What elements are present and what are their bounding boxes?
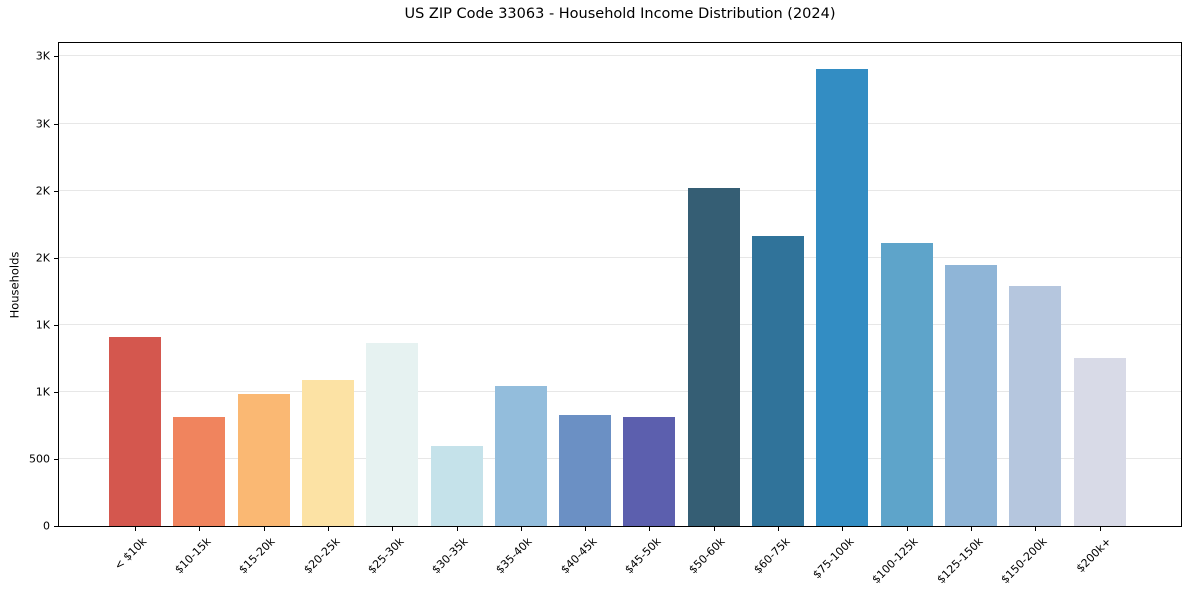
bar xyxy=(1009,285,1062,526)
bar xyxy=(944,265,997,526)
gridline xyxy=(59,457,1181,459)
x-tick-label: $30-35k xyxy=(429,535,471,577)
bar xyxy=(816,68,869,526)
bar xyxy=(1073,357,1126,526)
x-tick-label: < $10k xyxy=(111,535,150,573)
y-tick-mark xyxy=(54,458,58,460)
x-tick-label: $100-125k xyxy=(869,535,921,587)
x-tick-label: $50-60k xyxy=(686,535,728,577)
x-tick-mark xyxy=(970,527,972,531)
y-tick-label: 3K xyxy=(35,117,50,130)
y-axis-label: Households xyxy=(7,251,22,318)
y-tick-mark xyxy=(54,324,58,326)
x-tick-mark xyxy=(263,527,265,531)
x-tick-mark xyxy=(906,527,908,531)
bar xyxy=(880,242,933,526)
x-tick-label: $75-100k xyxy=(810,535,857,582)
bar xyxy=(559,414,612,526)
bar xyxy=(366,342,419,526)
y-tick-mark xyxy=(54,391,58,393)
gridline xyxy=(59,323,1181,325)
x-tick-mark xyxy=(1035,527,1037,531)
bar xyxy=(173,416,226,526)
bar xyxy=(494,385,547,526)
bar xyxy=(752,236,804,526)
x-tick-label: $200k+ xyxy=(1073,535,1114,576)
y-tick-label: 3K xyxy=(35,49,50,63)
bar xyxy=(109,336,161,526)
x-tick-label: $45-50k xyxy=(622,535,664,577)
gridline xyxy=(59,256,1181,258)
bar xyxy=(687,187,740,526)
y-tick-label: 0 xyxy=(43,519,50,533)
x-tick-label: $150-200k xyxy=(998,535,1050,587)
y-axis-label-box: Households xyxy=(0,42,28,527)
bars-layer xyxy=(59,43,1181,526)
x-tick-mark xyxy=(778,527,779,531)
x-tick-label: $35-40k xyxy=(493,535,536,577)
x-tick-mark xyxy=(135,527,136,531)
x-tick-mark xyxy=(842,527,844,531)
x-tick-mark xyxy=(456,527,458,531)
y-tick-label: 2K xyxy=(35,251,50,265)
y-tick-mark xyxy=(54,123,58,125)
x-tick-mark xyxy=(199,527,201,531)
bar xyxy=(430,446,483,526)
x-tick-label: $20-25k xyxy=(300,535,343,577)
y-tick-label: 1K xyxy=(35,318,50,332)
x-tick-label: $15-20k xyxy=(236,535,278,577)
y-tick-mark xyxy=(54,56,58,58)
x-tick-label: $10-15k xyxy=(172,535,214,577)
x-tick-mark xyxy=(392,527,394,531)
y-tick-label: 500 xyxy=(29,452,50,466)
gridline xyxy=(59,122,1181,124)
x-tick-mark xyxy=(520,527,522,531)
x-tick-mark xyxy=(713,527,715,531)
x-tick-mark xyxy=(1099,527,1101,531)
gridline xyxy=(59,55,1181,57)
bar xyxy=(237,393,290,526)
y-tick-mark xyxy=(54,190,58,192)
x-tick-label: $60-75k xyxy=(750,535,793,577)
plot-area xyxy=(58,42,1182,527)
bar xyxy=(623,416,676,526)
x-tick-mark xyxy=(649,527,651,531)
gridline xyxy=(59,189,1181,191)
chart-title: US ZIP Code 33063 - Household Income Dis… xyxy=(404,6,836,22)
x-tick-label: $125-150k xyxy=(933,535,986,587)
bar xyxy=(301,379,354,526)
y-tick-label: 1K xyxy=(35,385,50,399)
gridline xyxy=(59,390,1181,392)
y-tick-label: 2K xyxy=(35,184,50,198)
x-tick-label: $40-45k xyxy=(558,535,600,577)
x-tick-mark xyxy=(585,527,587,531)
x-tick-mark xyxy=(327,527,329,531)
y-tick-mark xyxy=(54,257,58,259)
x-tick-label: $25-30k xyxy=(365,535,407,577)
y-tick-mark xyxy=(54,526,58,527)
gridlines-layer xyxy=(59,43,1181,526)
